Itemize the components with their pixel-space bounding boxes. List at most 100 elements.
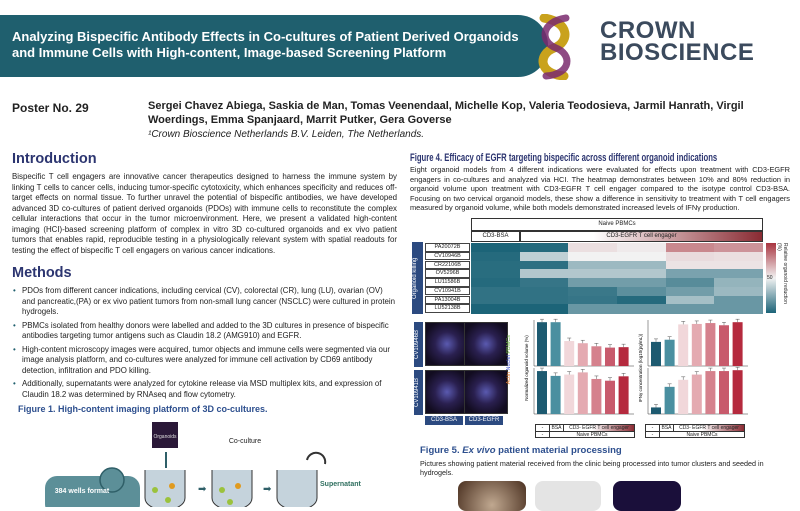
image-row-label: CV10946B	[414, 322, 423, 367]
bar	[678, 379, 689, 414]
heatmap-cell	[568, 251, 618, 261]
heatmap-cell	[568, 269, 618, 279]
heatmap-cell	[665, 260, 715, 270]
heatmap-cell	[568, 295, 618, 305]
logo-line2: BIOSCIENCE	[600, 39, 755, 66]
bar	[550, 322, 561, 366]
supernatant-label: Supernatant	[320, 481, 362, 488]
author-block: Sergei Chavez Abiega, Saskia de Man, Tom…	[148, 99, 793, 140]
heatmap-row-label: CV10941B	[425, 286, 470, 296]
bar	[618, 347, 629, 366]
heatmap-cell	[665, 304, 715, 314]
stain-actin: Actin	[506, 372, 512, 385]
heatmap-cell	[568, 286, 618, 296]
heatmap-cell	[519, 304, 569, 314]
affiliation: ¹Crown Bioscience Netherlands B.V. Leide…	[148, 129, 425, 140]
heatmap-cell	[665, 286, 715, 296]
table-cell: BSA	[660, 425, 674, 431]
heatmap-cell	[617, 278, 667, 288]
heatmap-cell	[617, 269, 667, 279]
figure5-title: Figure 5. Ex vivo patient material proce…	[420, 445, 622, 456]
figure1-caption: Figure 1. High-content imaging platform …	[18, 404, 268, 414]
methods-bullet: PBMCs isolated from healthy donors were …	[12, 321, 397, 342]
bar	[719, 325, 729, 366]
treatment-table-left: - BSA CD3- EGFR T cell engager - Naive PBMC…	[535, 424, 635, 438]
image-col-label: CD3-BSA	[425, 416, 463, 425]
table-cell: -	[646, 432, 660, 438]
bar	[591, 346, 602, 366]
heatmap-cell	[617, 260, 667, 270]
heatmap-cell	[519, 243, 569, 253]
table-cell: CD3- EGFR T cell engager	[674, 425, 744, 431]
left-column: Introduction Bispecific T cell engagers …	[12, 150, 397, 414]
bar-chart-ylabel: IFNγ concentration (log10(pg/mL))	[638, 333, 643, 402]
heatmap-cell	[519, 269, 569, 279]
bar	[705, 371, 716, 414]
heatmap-cell	[471, 295, 521, 305]
heatmap-cell	[665, 251, 715, 261]
heatmap-cell	[519, 251, 569, 261]
heatmap-cell	[471, 251, 521, 261]
patient-material-photo	[458, 481, 526, 511]
heatmap-row-label: LU11586B	[425, 278, 470, 287]
bar	[591, 378, 602, 414]
fig5-prefix: Figure 5.	[420, 445, 463, 456]
tumor-cluster-photo	[535, 481, 601, 511]
bar	[678, 324, 689, 366]
heatmap-cell	[471, 304, 521, 314]
table-cell: Naive PBMCs	[686, 432, 718, 438]
stain-nuclei: Nuclei	[506, 355, 512, 371]
introduction-heading: Introduction	[12, 151, 97, 167]
heatmap-cell	[471, 269, 521, 279]
figure4-caption: Eight organoid models from 4 different i…	[410, 165, 790, 213]
heatmap-cell	[519, 278, 569, 288]
heatmap-cell	[714, 278, 764, 288]
table-cell: -	[646, 425, 660, 431]
heatmap-cell	[714, 295, 764, 305]
colorbar-tick: 50	[767, 275, 773, 281]
heatmap-cell	[568, 243, 618, 253]
heatmap-cell	[519, 260, 569, 270]
microscopy-image	[464, 370, 508, 414]
figure4-text: Figure 4. Efficacy of EGFR targeting bis…	[410, 151, 790, 213]
bar	[618, 376, 629, 414]
heatmap-row-label: LU52138B	[425, 304, 470, 313]
cd3-bsa-header: CD3-BSA	[471, 231, 520, 242]
bar	[577, 343, 588, 366]
bar	[732, 322, 743, 366]
heatmap-cell	[714, 243, 764, 253]
heatmap-cell	[568, 304, 618, 314]
heatmap-cell	[714, 269, 764, 279]
bar	[719, 371, 729, 414]
microscopy-image	[425, 370, 469, 414]
bar	[664, 339, 675, 366]
logo-line1: CROWN	[600, 17, 696, 44]
heatmap-cell	[617, 251, 667, 261]
heatmap-cell	[714, 251, 764, 261]
heatmap-cell	[471, 260, 521, 270]
bar	[550, 375, 561, 414]
methods-bullet: High-content microscopy images were acqu…	[12, 345, 397, 377]
heatmap-cell	[519, 286, 569, 296]
colorbar	[766, 243, 776, 313]
microscopy-image	[464, 322, 508, 366]
treatment-table-right: - BSA CD3- EGFR T cell engager - Naive PBMC…	[645, 424, 745, 438]
bar	[605, 347, 615, 366]
bar	[564, 341, 575, 366]
arrow-icon: ➡	[263, 484, 272, 495]
heatmap-cell	[665, 243, 715, 253]
poster-number: Poster No. 29	[12, 101, 89, 115]
bar	[664, 386, 675, 414]
fig5-suffix: patient material processing	[495, 445, 622, 456]
bar-chart-ylabel: Normalized organoid volume (%)	[524, 335, 529, 401]
heatmap-cell	[714, 286, 764, 296]
methods-heading: Methods	[12, 265, 72, 281]
table-cell: Naive PBMCs	[576, 432, 608, 438]
heatmap-row-label: CV10946B	[425, 251, 470, 261]
heatmap-cell	[617, 243, 667, 253]
bar	[691, 374, 702, 414]
stain-pbmcs: PBMCs	[506, 335, 512, 354]
heatmap-cell	[471, 243, 521, 253]
introduction-text: Bispecific T cell engagers are innovativ…	[12, 172, 397, 255]
heatmap-row-label: OV5296B	[425, 269, 470, 278]
